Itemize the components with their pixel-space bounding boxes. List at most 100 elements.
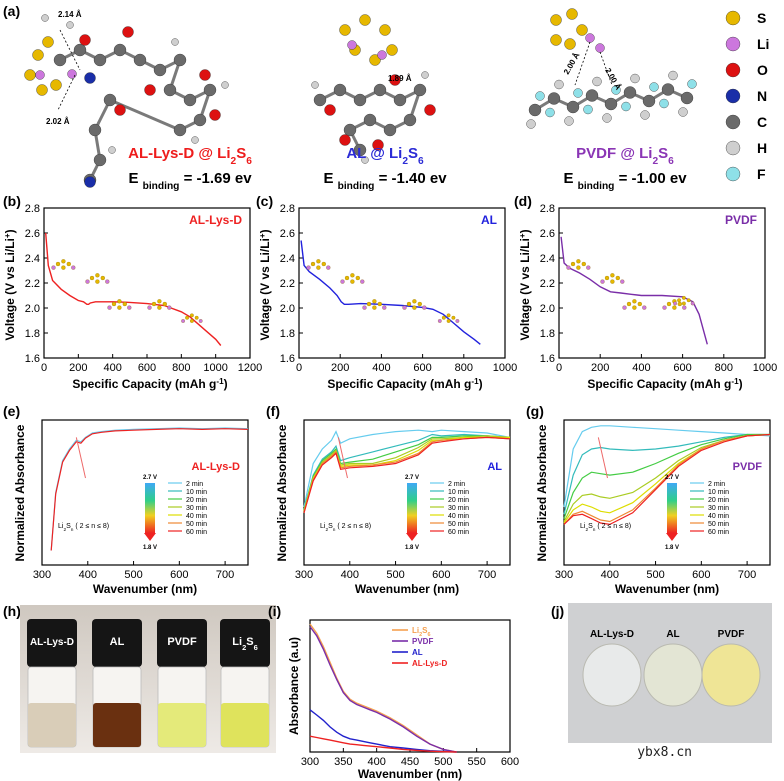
atom	[313, 93, 327, 107]
cluster-atom	[85, 279, 90, 284]
bond-length: 2.14 Å	[58, 10, 82, 19]
cluster-atom	[417, 301, 422, 307]
atom	[113, 43, 127, 57]
cluster-atom	[681, 295, 686, 300]
legend-label: PVDF	[412, 637, 433, 646]
atom	[103, 93, 117, 107]
x-tick-label: 400	[372, 362, 390, 374]
legend-label: 40 min	[708, 513, 729, 520]
x-axis-label: Specific Capacity (mAh g-1)	[72, 377, 227, 392]
bond-distance-line	[57, 74, 76, 111]
trend-arrow	[75, 437, 86, 479]
legend-label: 50 min	[708, 521, 729, 528]
atom	[573, 88, 583, 98]
x-tick-label: 600	[170, 569, 188, 581]
x-tick-label: 300	[555, 569, 573, 581]
cluster-atom	[360, 279, 365, 284]
series-name: PVDF	[725, 213, 757, 227]
panel-label-h: (h)	[3, 603, 21, 619]
legend-label: 10 min	[708, 489, 729, 496]
structure-title: AL @ Li2S6	[346, 145, 424, 167]
atom	[576, 24, 588, 36]
voltage-gradient	[145, 483, 155, 533]
atom-legend-label: H	[757, 140, 767, 156]
atom	[173, 123, 187, 137]
legend-label: 20 min	[448, 497, 469, 504]
atom	[84, 72, 96, 84]
atom	[611, 85, 621, 95]
cluster-atom	[441, 315, 446, 320]
atom	[203, 83, 217, 97]
y-tick-label: 1.8	[25, 328, 40, 340]
absorbance-curve	[309, 735, 457, 753]
voltage-curve	[300, 240, 481, 345]
absorbance-curve	[563, 433, 770, 519]
vial-cap	[220, 619, 270, 667]
atom	[339, 24, 351, 36]
atom-legend-label: C	[757, 114, 767, 130]
cluster-atom	[406, 301, 412, 307]
legend-label: AL	[412, 648, 423, 657]
absorbance-curve	[563, 433, 771, 525]
cluster-atom	[117, 299, 122, 304]
polysulfide-note: Li2Sn ( 2 ≤ n ≤ 8)	[58, 523, 109, 533]
voltage-bottom: 1.8 V	[665, 545, 679, 551]
cluster-atom	[632, 305, 637, 310]
atom	[199, 69, 211, 81]
y-tick-label: 2.6	[280, 228, 295, 240]
cluster-atom	[157, 305, 162, 310]
plot-frame	[563, 419, 771, 566]
y-tick-label: 1.6	[25, 353, 40, 365]
atom	[687, 79, 697, 89]
plot-frame	[303, 419, 511, 566]
binding-energy: E binding = -1.69 ev	[128, 170, 252, 192]
legend-label: 40 min	[448, 513, 469, 520]
legend-label: 10 min	[186, 489, 207, 496]
atom	[353, 143, 367, 157]
cluster-atom	[581, 261, 586, 267]
atom	[668, 70, 678, 81]
series-name: AL-Lys-D	[189, 213, 242, 227]
atom	[361, 156, 369, 164]
atom	[67, 69, 77, 79]
atom	[373, 83, 387, 97]
disc-label: AL-Lys-D	[590, 629, 634, 640]
atom	[108, 146, 116, 154]
x-axis-label: Wavenumber (nm)	[615, 582, 719, 596]
atom	[193, 113, 207, 127]
atom	[73, 43, 87, 57]
cluster-atom	[637, 301, 642, 307]
atom	[566, 100, 580, 114]
voltage-gradient	[407, 483, 417, 533]
atom	[725, 62, 741, 78]
x-tick-label: 0	[296, 362, 302, 374]
chart-c: 0 200 400 600 800 1000 1.6 1.8 2.0 2.2 2.4 2.6 2.8 AL…	[258, 203, 518, 391]
cluster-atom	[604, 275, 610, 281]
cluster-atom	[316, 259, 321, 264]
x-tick-label: 300	[295, 569, 313, 581]
y-tick-label: 2.8	[280, 203, 295, 215]
atom	[93, 153, 107, 167]
cluster-atom	[117, 305, 122, 310]
y-tick-label: 1.8	[280, 328, 295, 340]
discs-photo: AL-Lys-D AL PVDF	[568, 603, 772, 743]
cluster-atom	[366, 301, 372, 307]
series-name: PVDF	[733, 461, 763, 473]
panel-label-d: (d)	[514, 193, 532, 209]
cluster-atom	[89, 275, 95, 281]
atom	[50, 79, 62, 91]
y-tick-label: 2.4	[540, 253, 555, 265]
y-tick-label: 2.8	[25, 203, 40, 215]
cluster-atom	[185, 315, 189, 320]
atom	[191, 136, 199, 144]
atom	[725, 36, 741, 52]
atom-legend-label: Li	[757, 36, 769, 52]
cluster-atom	[422, 305, 427, 310]
legend-label: 50 min	[448, 521, 469, 528]
atom	[79, 34, 91, 46]
absorbance-curve	[303, 435, 511, 511]
cluster-atom	[570, 261, 576, 267]
atom	[403, 113, 417, 127]
x-tick-label: 350	[334, 756, 352, 768]
cluster-atom	[181, 319, 185, 323]
